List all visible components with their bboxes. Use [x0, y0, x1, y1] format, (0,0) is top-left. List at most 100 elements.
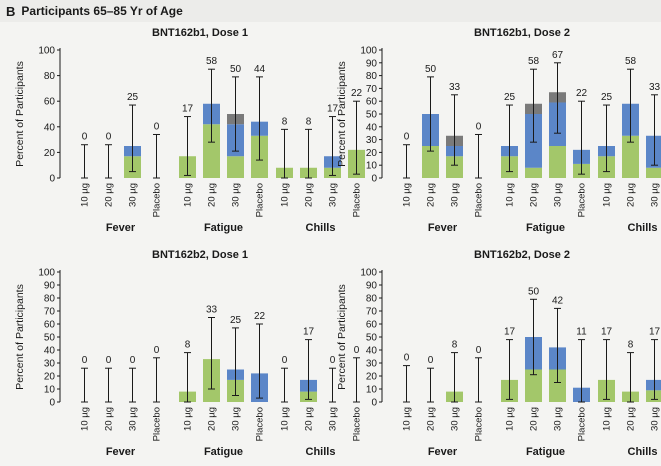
y-tick-label: 80 [44, 294, 56, 305]
data-label: 33 [206, 305, 218, 316]
x-tick-label: 10 µg [280, 183, 291, 207]
x-tick-label: Placebo [152, 407, 163, 441]
group-label: Fatigue [526, 222, 565, 234]
y-tick-label: 40 [366, 122, 378, 133]
data-label: 8 [306, 116, 312, 127]
y-tick-label: 100 [360, 46, 377, 57]
data-label: 17 [303, 327, 315, 338]
data-label: 25 [601, 92, 613, 103]
chart-title: BNT162b1, Dose 2 [474, 27, 570, 39]
group-label: Chills [306, 222, 336, 234]
y-tick-label: 40 [44, 346, 56, 357]
y-tick-label: 10 [44, 385, 56, 396]
x-tick-label: 30 µg [328, 183, 339, 207]
data-label: 8 [628, 340, 634, 351]
y-tick-label: 80 [44, 71, 56, 82]
y-axis-label: Percent of Participants [14, 61, 26, 167]
y-tick-label: 0 [49, 398, 55, 409]
x-tick-label: 10 µg [402, 183, 413, 207]
group-label: Fatigue [526, 446, 565, 458]
x-tick-label: 30 µg [450, 407, 461, 431]
data-label: 0 [82, 355, 88, 366]
data-label: 50 [528, 286, 540, 297]
x-tick-label: 10 µg [402, 407, 413, 431]
y-tick-label: 40 [366, 346, 378, 357]
x-tick-label: 10 µg [505, 407, 516, 431]
data-label: 25 [127, 92, 139, 103]
y-tick-label: 70 [44, 307, 56, 318]
x-tick-label: 20 µg [304, 183, 315, 207]
x-tick-label: 10 µg [80, 407, 91, 431]
data-label: 0 [476, 121, 482, 132]
data-label: 0 [404, 353, 410, 364]
y-tick-label: 60 [366, 97, 378, 108]
y-tick-label: 0 [371, 398, 377, 409]
data-label: 8 [185, 340, 191, 351]
x-tick-label: 20 µg [426, 407, 437, 431]
group-label: Fever [106, 222, 136, 234]
x-tick-label: 10 µg [80, 183, 91, 207]
data-label: 67 [552, 50, 564, 61]
bar-segment-mild [646, 167, 661, 178]
chart-title: BNT162b2, Dose 1 [152, 249, 248, 261]
x-tick-label: 30 µg [553, 183, 564, 207]
data-label: 0 [154, 345, 160, 356]
data-label: 17 [182, 104, 194, 115]
x-tick-label: 20 µg [207, 407, 218, 431]
bar-segment-mild [227, 156, 244, 178]
group-label: Fatigue [204, 446, 243, 458]
data-label: 0 [330, 355, 336, 366]
x-tick-label: 20 µg [426, 183, 437, 207]
data-label: 0 [82, 132, 88, 143]
y-tick-label: 60 [44, 320, 56, 331]
data-label: 33 [649, 82, 661, 93]
y-axis-label: Percent of Participants [336, 61, 348, 167]
bar-segment-mild [525, 369, 542, 402]
group-label: Fever [428, 446, 458, 458]
data-label: 22 [351, 88, 363, 99]
y-axis-label: Percent of Participants [14, 284, 26, 390]
bar-segment-mild [549, 369, 566, 402]
data-label: 8 [282, 116, 288, 127]
data-label: 11 [576, 327, 587, 338]
data-label: 33 [449, 82, 461, 93]
x-tick-label: Placebo [577, 183, 588, 217]
data-label: 22 [254, 311, 266, 322]
bar-segment-mild [549, 146, 566, 178]
x-tick-label: 30 µg [128, 407, 139, 431]
x-tick-label: Placebo [352, 183, 363, 217]
x-tick-label: 20 µg [104, 407, 115, 431]
chart-title: BNT162b2, Dose 2 [474, 249, 570, 261]
y-tick-label: 0 [371, 174, 377, 185]
data-label: 25 [230, 315, 242, 326]
data-label: 0 [154, 121, 160, 132]
x-tick-label: 30 µg [650, 407, 661, 431]
chart-panel-4: BNT162b2, Dose 20102030405060708090100Pe… [336, 249, 661, 458]
x-tick-label: 10 µg [505, 183, 516, 207]
y-tick-label: 100 [38, 46, 55, 57]
data-label: 0 [282, 355, 288, 366]
group-label: Fatigue [204, 222, 243, 234]
x-tick-label: Placebo [152, 183, 163, 217]
bar-segment-mild [446, 156, 463, 178]
chart-panel-2: BNT162b1, Dose 20102030405060708090100Pe… [336, 27, 661, 234]
data-label: 0 [130, 355, 136, 366]
data-label: 17 [327, 104, 339, 115]
y-tick-label: 80 [366, 71, 378, 82]
x-tick-label: 20 µg [207, 183, 218, 207]
bar-segment-mild [422, 146, 439, 178]
figure-header: B Participants 65–85 Yr of Age [0, 0, 661, 22]
y-tick-label: 60 [366, 320, 378, 331]
x-tick-label: 10 µg [280, 407, 291, 431]
x-tick-label: 10 µg [183, 407, 194, 431]
x-tick-label: 20 µg [304, 407, 315, 431]
x-tick-label: 30 µg [553, 407, 564, 431]
data-label: 0 [106, 355, 112, 366]
data-label: 58 [206, 56, 218, 67]
data-label: 17 [649, 327, 661, 338]
data-label: 17 [504, 327, 516, 338]
x-tick-label: 10 µg [183, 183, 194, 207]
data-label: 50 [230, 64, 242, 75]
